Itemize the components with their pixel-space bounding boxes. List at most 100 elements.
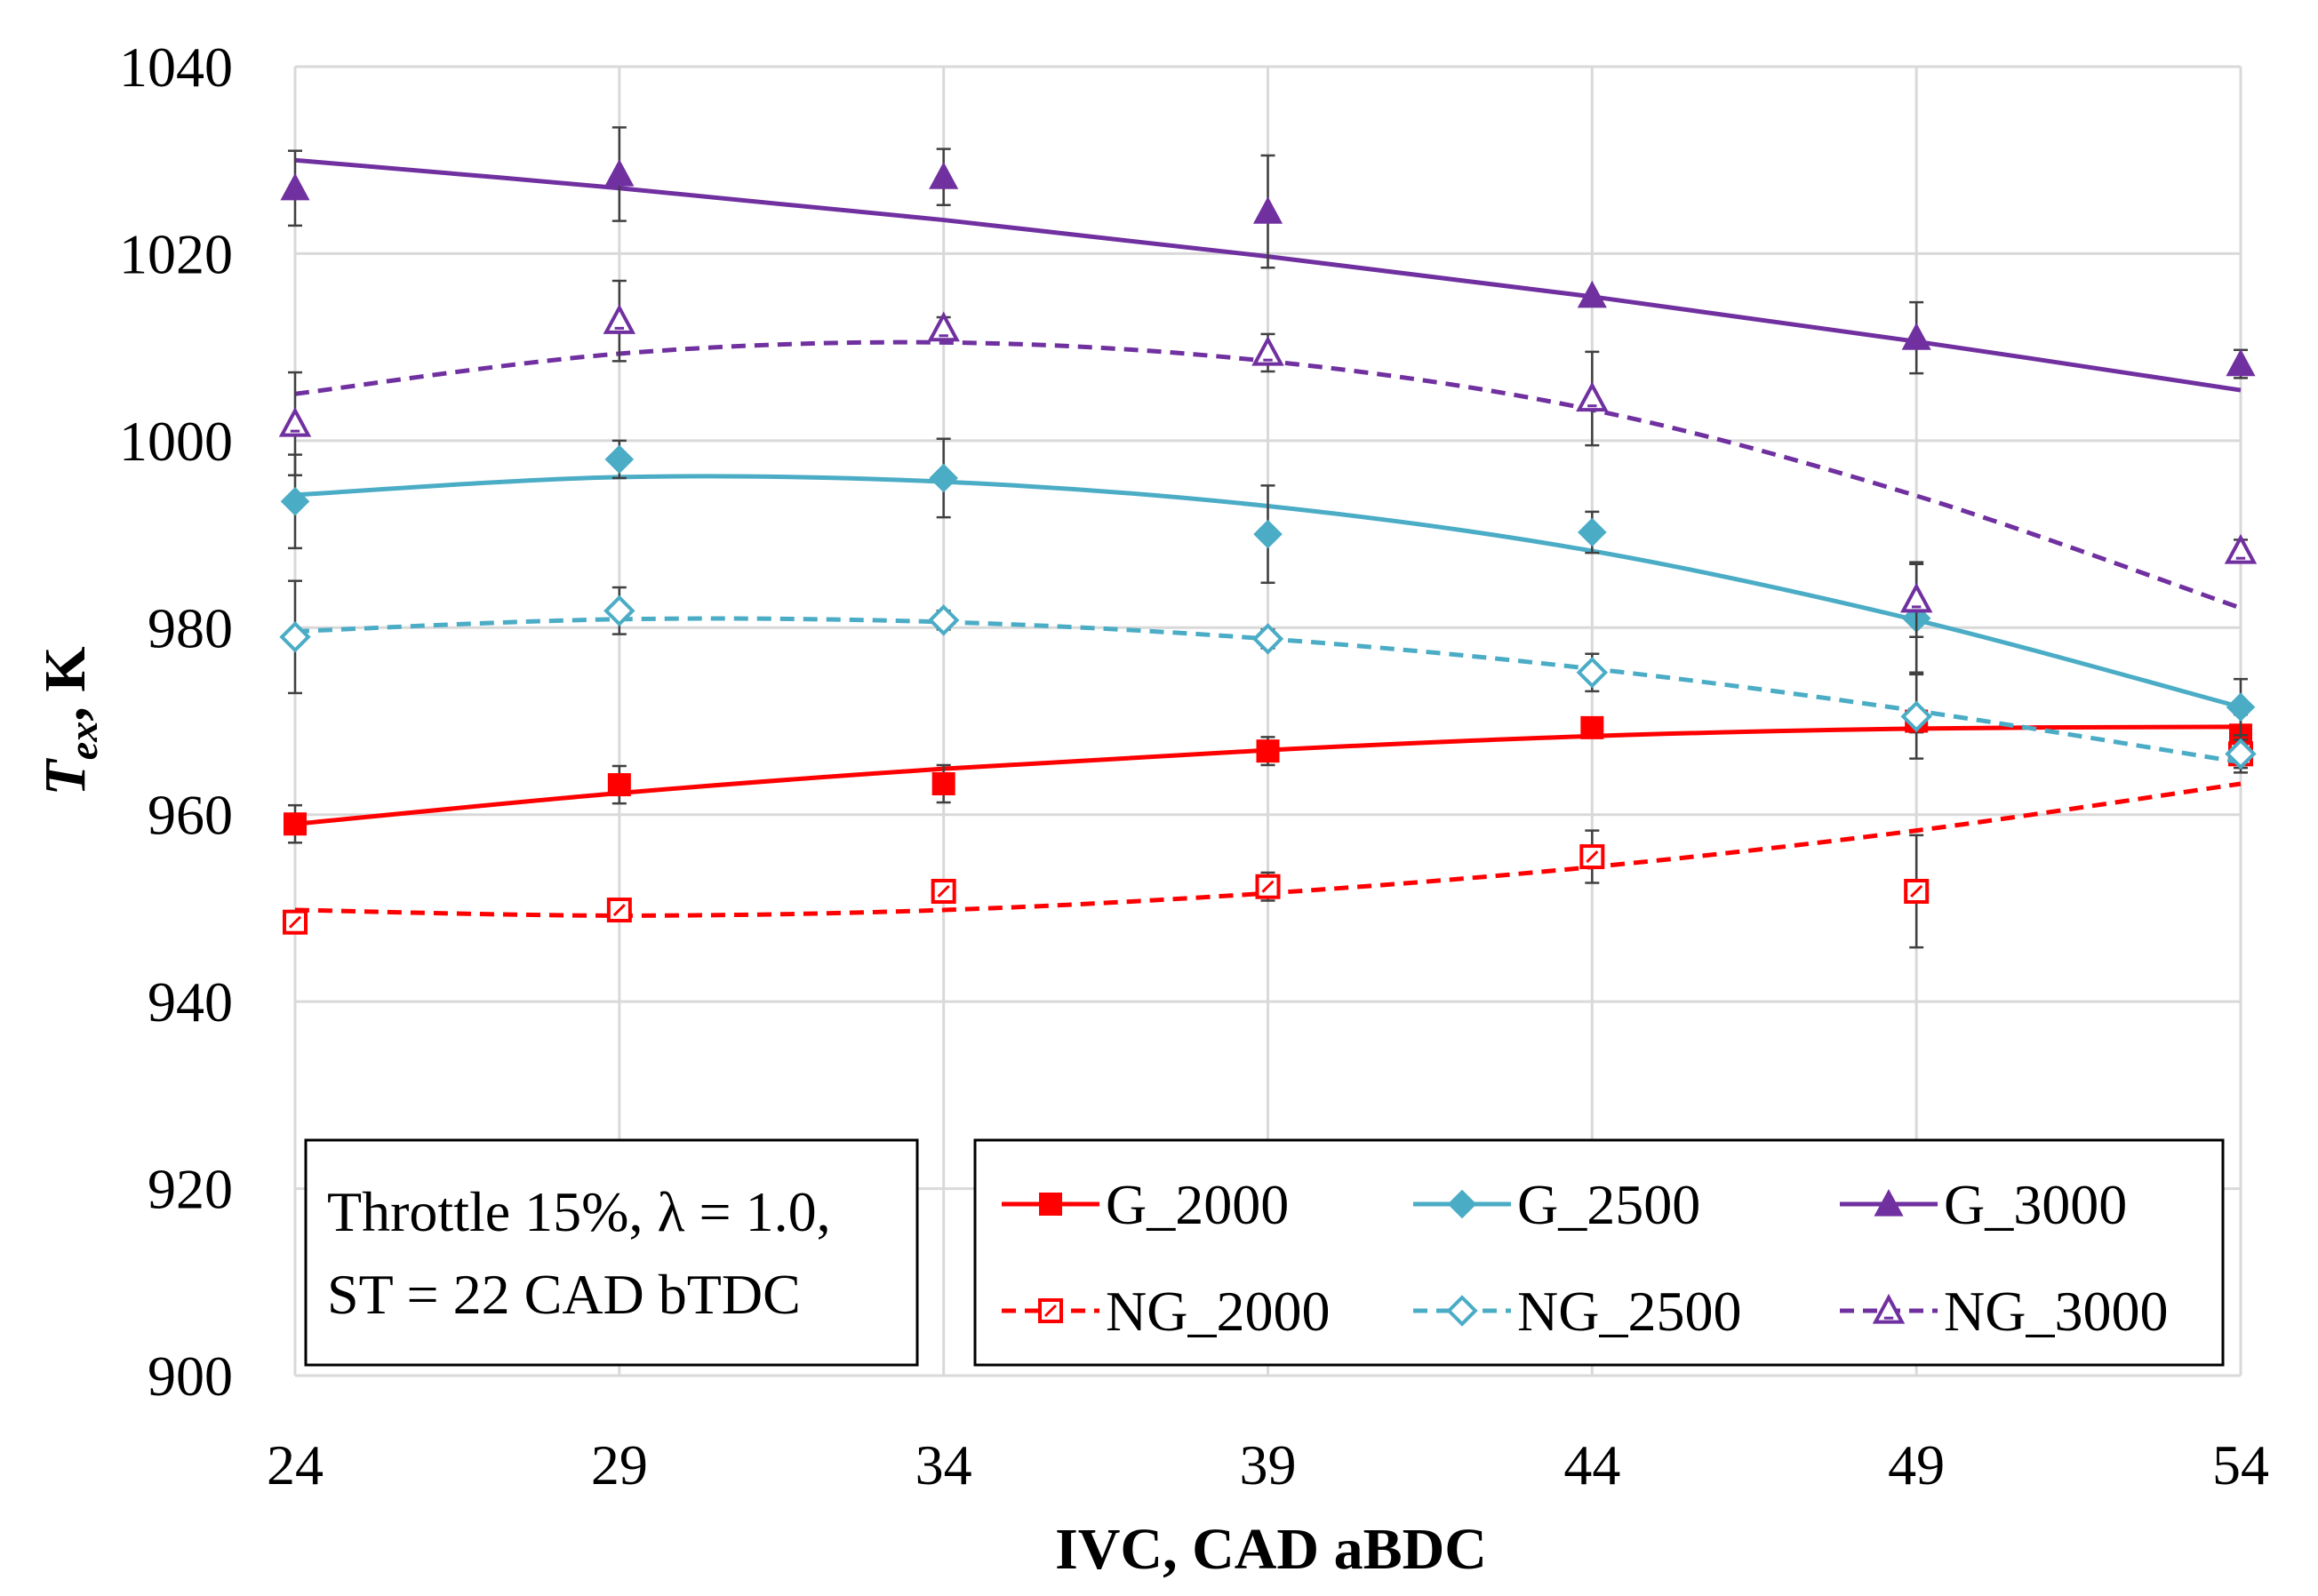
annotation-line-2: ST = 22 CAD bTDC <box>327 1263 801 1326</box>
legend-marker-NG_3000 <box>1872 1293 1906 1324</box>
point-G_2000-29 <box>607 773 631 797</box>
point-G_2500-39 <box>1253 519 1283 549</box>
legend-marker-G_2500 <box>1447 1189 1477 1219</box>
point-NG_2000-34 <box>931 878 956 904</box>
legend: G_2000 G_2500 G_3000 NG_2000 NG_2500 NG_3000 <box>973 1138 2225 1367</box>
y-tick-label: 980 <box>148 596 233 659</box>
point-NG_3000-44-shape <box>1576 381 1609 412</box>
legend-marker-G_2000 <box>1039 1193 1062 1216</box>
point-G_2000-34-shape <box>931 771 955 795</box>
point-NG_3000-54 <box>2224 533 2258 564</box>
point-NG_2000-24 <box>283 909 308 935</box>
legend-item-G_2500: G_2500 <box>1413 1173 1700 1236</box>
y-axis-title-main: T <box>33 758 98 796</box>
point-G_3000-54-shape <box>2226 348 2256 377</box>
point-NG_2000-34-hatch <box>937 884 950 898</box>
y-axis-title-suffix: , K <box>33 646 98 721</box>
x-tick-label: 29 <box>591 1433 648 1496</box>
legend-marker-NG_2000-hatch <box>1043 1304 1058 1318</box>
point-NG_3000-49-shape <box>1899 582 1933 613</box>
y-tick-label: 900 <box>148 1345 233 1408</box>
x-tick-label: 54 <box>2212 1433 2269 1496</box>
point-G_2000-29-shape <box>607 773 631 797</box>
point-NG_2000-44-hatch <box>1586 850 1599 864</box>
point-G_3000-49 <box>1901 323 1931 350</box>
legend-marker-G_3000 <box>1874 1189 1904 1217</box>
point-NG_3000-29-shape <box>603 304 636 334</box>
annotation-frame <box>304 1138 919 1367</box>
legend-frame <box>973 1138 2225 1367</box>
plot-series <box>278 126 2258 949</box>
point-NG_3000-39-shape <box>1251 335 1284 366</box>
x-tick-label: 34 <box>915 1433 972 1496</box>
point-NG_3000-24-shape <box>278 406 312 437</box>
point-G_2500-44 <box>1578 517 1607 547</box>
legend-label-NG_2000: NG_2000 <box>1106 1280 1330 1343</box>
legend-marker-G_2000-shape <box>1039 1193 1062 1216</box>
y-tick-label: 920 <box>148 1158 233 1221</box>
point-G_3000-49-shape <box>1901 323 1931 350</box>
point-G_3000-29 <box>604 159 635 187</box>
point-NG_2500-39 <box>1251 623 1284 655</box>
point-G_2000-39-shape <box>1256 739 1280 763</box>
point-G_3000-44-shape <box>1577 280 1607 308</box>
x-tick-labels: 24 29 34 39 44 49 54 <box>267 1433 2269 1496</box>
point-NG_3000-29 <box>603 304 636 334</box>
legend-item-NG_2500: NG_2500 <box>1413 1280 1741 1343</box>
point-G_2000-24-shape <box>284 812 307 836</box>
point-G_3000-24 <box>280 172 310 201</box>
point-NG_2500-34 <box>927 604 960 636</box>
point-G_3000-54 <box>2226 348 2256 377</box>
series-NG_2500 <box>279 579 2257 774</box>
point-NG_3000-49 <box>1899 582 1933 613</box>
legend-label-NG_2500: NG_2500 <box>1517 1280 1741 1343</box>
point-NG_3000-24 <box>278 406 312 437</box>
point-NG_2000-29-hatch <box>612 903 626 917</box>
point-G_2500-54 <box>2226 692 2256 722</box>
point-G_2500-24 <box>280 486 310 516</box>
point-G_2000-44-shape <box>1580 715 1604 739</box>
series-G_3000 <box>280 126 2256 393</box>
y-tick-label: 960 <box>148 784 233 847</box>
x-tick-label: 24 <box>267 1433 324 1496</box>
y-tick-label: 1020 <box>119 222 233 285</box>
y-tick-label: 940 <box>148 970 233 1033</box>
point-NG_2000-44 <box>1579 844 1605 870</box>
legend-label-G_2500: G_2500 <box>1517 1173 1700 1236</box>
y-axis-title-subscript: ex <box>60 722 106 760</box>
point-NG_2000-49-hatch <box>1910 884 1923 898</box>
legend-marker-NG_2000 <box>1038 1298 1063 1323</box>
point-G_2000-24 <box>284 812 307 836</box>
legend-marker-G_3000-shape <box>1874 1189 1904 1217</box>
point-NG_2000-29 <box>606 898 632 923</box>
point-NG_3000-34-shape <box>927 311 960 342</box>
point-NG_2500-49 <box>1900 700 1932 732</box>
point-NG_3000-39 <box>1251 335 1284 366</box>
series-NG_3000 <box>278 279 2258 639</box>
point-G_2000-44 <box>1580 715 1604 739</box>
point-G_3000-24-shape <box>280 172 310 201</box>
point-NG_2500-29 <box>603 595 635 627</box>
point-G_3000-34 <box>929 162 959 189</box>
legend-item-G_2000: G_2000 <box>1002 1173 1289 1236</box>
point-G_3000-44 <box>1577 280 1607 308</box>
point-NG_2500-24 <box>279 621 311 653</box>
point-G_2500-34 <box>929 463 958 493</box>
point-NG_2500-44 <box>1576 657 1609 689</box>
y-tick-label: 1000 <box>119 410 233 473</box>
point-G_3000-39-shape <box>1252 196 1283 224</box>
y-axis-title: Tex, K <box>33 646 106 795</box>
point-G_2000-39 <box>1256 739 1280 763</box>
x-tick-label: 39 <box>1240 1433 1297 1496</box>
legend-item-NG_3000: NG_3000 <box>1840 1280 2168 1343</box>
y-tick-label: 1040 <box>119 36 233 99</box>
y-tick-labels: 900 920 940 960 980 1000 1020 1040 <box>119 36 233 1408</box>
legend-label-NG_3000: NG_3000 <box>1944 1280 2168 1343</box>
point-NG_2000-24-hatch <box>288 915 302 929</box>
legend-item-NG_2000: NG_2000 <box>1002 1280 1330 1343</box>
point-G_3000-39 <box>1252 196 1283 224</box>
point-NG_2500-54 <box>2225 738 2257 770</box>
point-NG_2000-39 <box>1255 874 1281 899</box>
x-axis-title: IVC, CAD aBDC <box>1055 1517 1487 1582</box>
